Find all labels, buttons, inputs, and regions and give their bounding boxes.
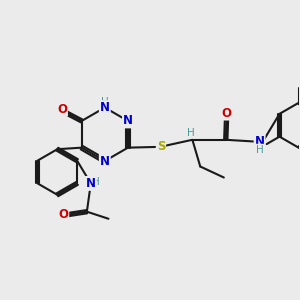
Text: N: N	[123, 114, 133, 128]
Text: N: N	[100, 154, 110, 167]
Text: H: H	[92, 177, 100, 187]
Text: N: N	[86, 177, 96, 190]
Text: H: H	[187, 128, 195, 138]
Text: O: O	[222, 106, 232, 120]
Text: N: N	[255, 135, 265, 148]
Text: H: H	[101, 97, 109, 107]
Text: H: H	[256, 145, 263, 154]
Text: O: O	[57, 103, 67, 116]
Text: O: O	[58, 208, 68, 221]
Text: N: N	[100, 101, 110, 114]
Text: S: S	[157, 140, 165, 153]
